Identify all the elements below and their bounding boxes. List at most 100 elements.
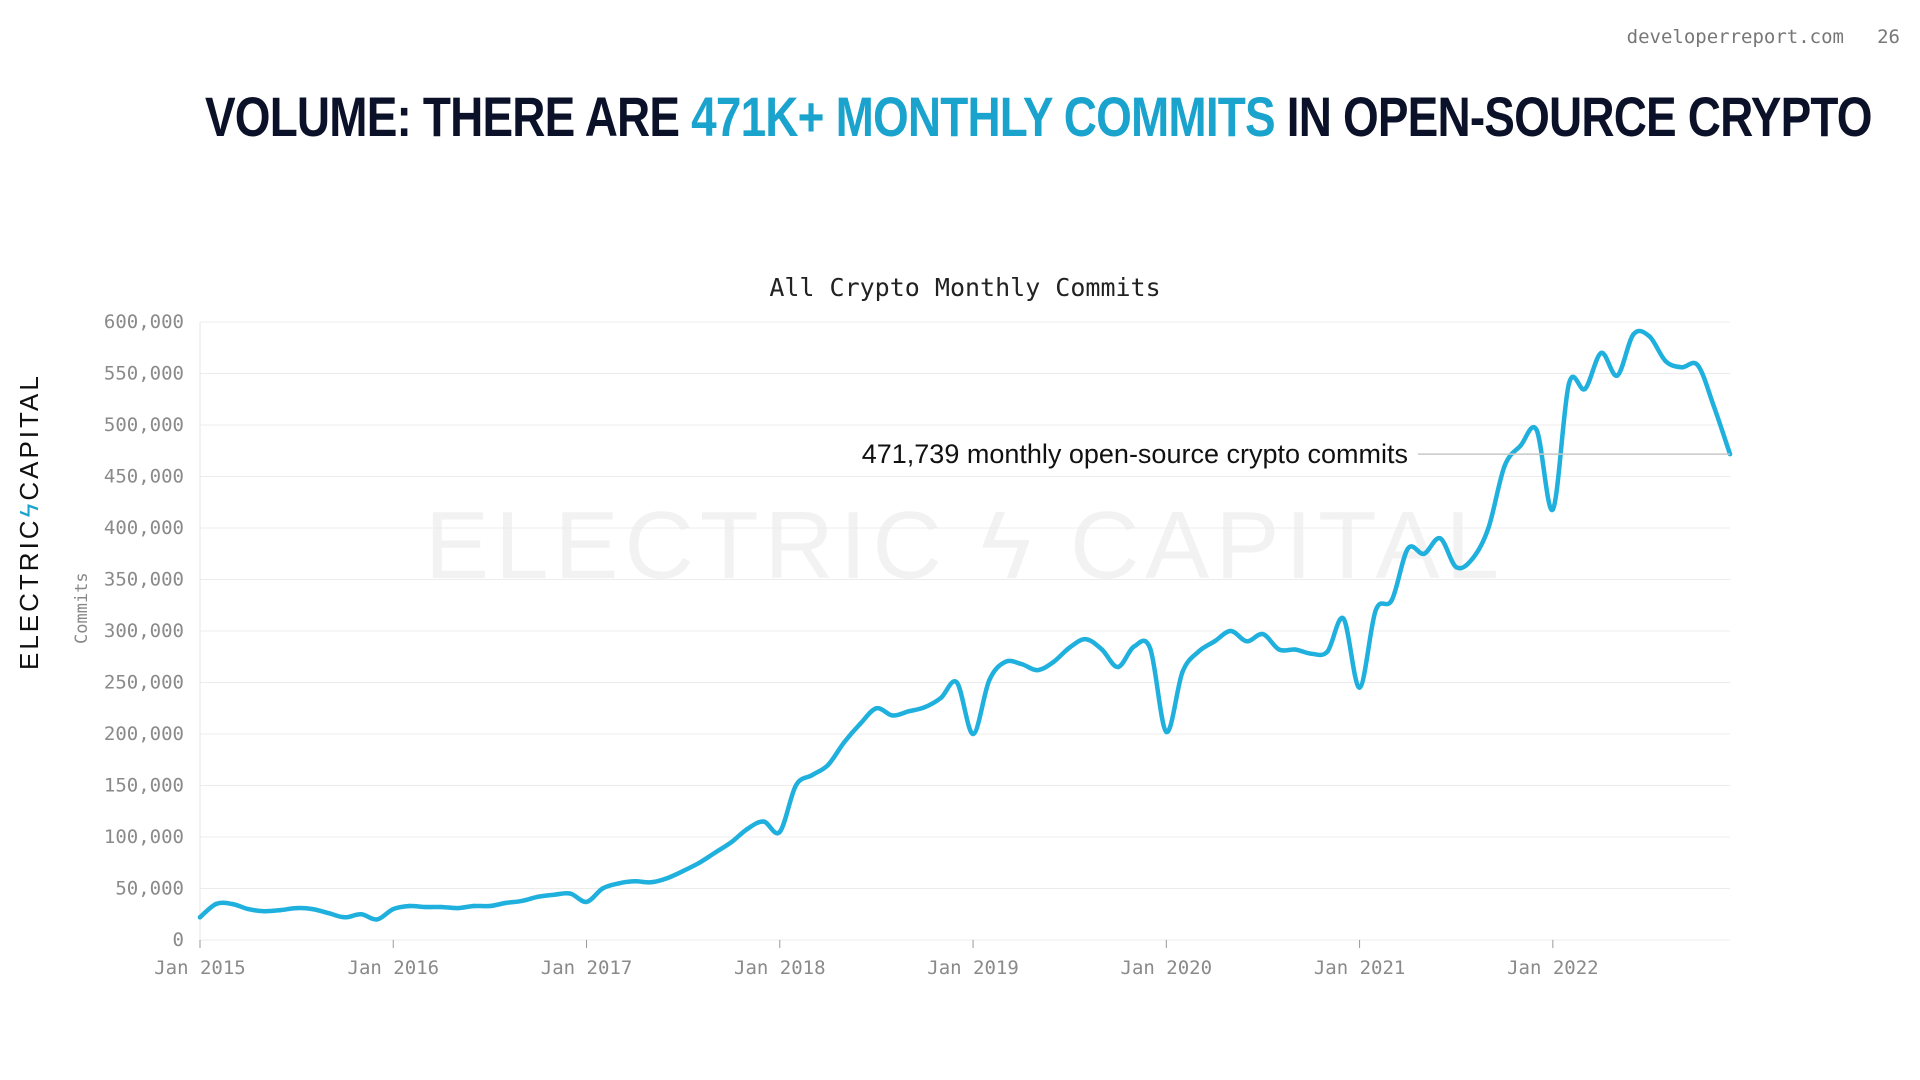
page-title: VOLUME: THERE ARE 471K+ MONTHLY COMMITS …	[205, 84, 1872, 149]
data-point	[197, 915, 203, 920]
chart-series	[197, 328, 1733, 922]
data-point	[1083, 637, 1088, 642]
y-tick-label: 150,000	[104, 775, 184, 797]
data-point	[374, 917, 380, 922]
data-point	[213, 901, 219, 907]
chart-annotation: 471,739 monthly open-source crypto commi…	[862, 439, 1730, 469]
data-point	[890, 713, 895, 718]
title-prefix: VOLUME: THERE ARE	[205, 85, 692, 148]
data-point	[1550, 507, 1556, 512]
data-point	[1470, 556, 1475, 562]
y-tick-label: 400,000	[104, 517, 184, 539]
y-tick-label: 50,000	[115, 878, 184, 900]
data-point	[246, 906, 251, 912]
data-point	[1051, 659, 1056, 665]
x-tick-label: Jan 2017	[541, 957, 633, 979]
data-point	[1164, 729, 1169, 735]
data-point	[906, 709, 911, 714]
x-axis-ticks: Jan 2015 Jan 2016 Jan 2017 Jan 2018 Jan 2019…	[154, 940, 1599, 979]
data-point	[310, 906, 315, 912]
data-point	[1260, 631, 1266, 637]
data-point	[664, 876, 670, 881]
data-point	[632, 879, 638, 884]
data-point	[1309, 651, 1314, 656]
data-point	[1437, 536, 1443, 541]
data-point	[1357, 685, 1362, 690]
data-point	[358, 912, 364, 917]
data-point	[1647, 334, 1652, 339]
data-point	[455, 905, 460, 911]
data-point	[1067, 645, 1072, 650]
data-point	[1502, 464, 1507, 469]
y-tick-label: 0	[173, 929, 184, 951]
data-point	[793, 783, 799, 788]
data-point	[938, 695, 944, 701]
data-point	[1534, 427, 1539, 433]
data-point	[487, 903, 493, 909]
site-url[interactable]: developerreport.com	[1626, 26, 1844, 48]
data-point	[1679, 365, 1684, 370]
data-point	[1244, 639, 1250, 644]
data-point	[294, 905, 299, 911]
data-point	[1566, 381, 1572, 386]
data-point	[391, 906, 396, 912]
y-tick-label: 500,000	[104, 414, 184, 436]
data-point	[1292, 647, 1298, 652]
data-point	[1131, 644, 1137, 649]
title-highlight: 471K+ MONTHLY COMMITS	[691, 85, 1276, 148]
series-line	[197, 328, 1733, 922]
data-point	[1615, 373, 1620, 378]
chart-gridlines	[199, 321, 1730, 941]
data-point	[471, 903, 476, 909]
data-point	[1486, 525, 1491, 531]
y-axis-ticks: 0 50,000 100,000 150,000 200,000 250,000 300,0…	[104, 311, 184, 951]
data-point	[278, 907, 283, 913]
data-point	[745, 826, 750, 831]
data-point	[1598, 350, 1604, 356]
data-point	[519, 898, 525, 904]
data-point	[1196, 649, 1201, 654]
title-suffix: IN OPEN-SOURCE CRYPTO	[1274, 85, 1873, 148]
annotation-text: 471,739 monthly open-source crypto commi…	[862, 439, 1408, 469]
data-point	[439, 904, 444, 910]
data-point	[825, 762, 831, 768]
data-point	[1035, 667, 1040, 673]
y-tick-label: 200,000	[104, 723, 184, 745]
data-point	[874, 706, 879, 711]
data-point	[1228, 628, 1233, 634]
data-point	[697, 860, 702, 865]
data-point	[1115, 664, 1121, 670]
data-point	[1711, 404, 1717, 409]
watermark-logo: ELECTRIC ϟ CAPITAL	[425, 492, 1505, 599]
data-point	[922, 705, 927, 710]
data-point	[1631, 332, 1636, 337]
data-point	[342, 915, 348, 920]
data-point	[1019, 661, 1024, 667]
data-point	[568, 891, 573, 896]
data-point	[1180, 670, 1185, 675]
data-point	[970, 731, 976, 737]
data-point	[584, 899, 589, 905]
chart-title: All Crypto Monthly Commits	[769, 273, 1160, 302]
data-point	[1405, 546, 1411, 551]
data-point	[1276, 647, 1282, 652]
data-point	[262, 908, 267, 914]
y-tick-label: 600,000	[104, 311, 184, 333]
data-point	[1099, 647, 1105, 652]
x-tick-label: Jan 2018	[734, 957, 826, 979]
data-point	[1663, 358, 1668, 364]
data-point	[1518, 443, 1523, 448]
data-point	[954, 680, 960, 685]
data-point	[648, 880, 654, 885]
x-tick-label: Jan 2015	[154, 957, 246, 979]
data-point	[552, 892, 557, 897]
x-tick-label: Jan 2016	[348, 957, 440, 979]
data-point	[1325, 649, 1330, 654]
y-tick-label: 250,000	[104, 672, 184, 694]
data-point	[423, 904, 428, 910]
data-point	[536, 894, 541, 899]
data-point	[1373, 608, 1378, 613]
data-point	[713, 850, 718, 855]
data-point	[1148, 646, 1153, 651]
